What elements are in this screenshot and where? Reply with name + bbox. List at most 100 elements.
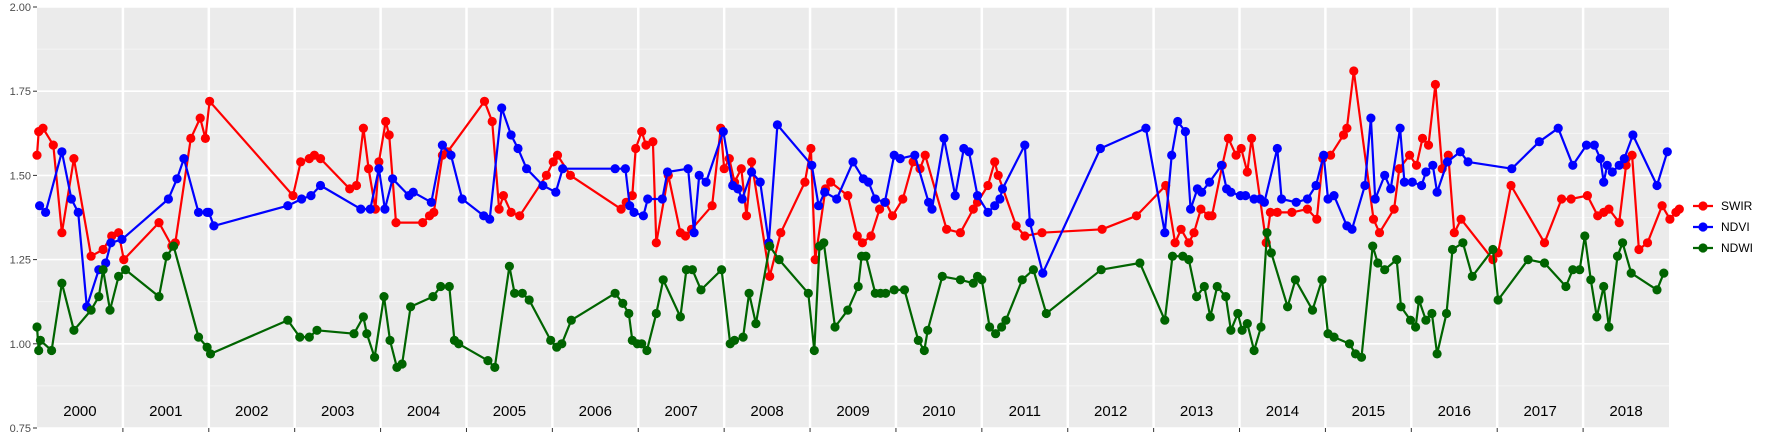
data-point — [1237, 325, 1247, 335]
data-point — [1421, 167, 1431, 177]
data-point — [1619, 154, 1629, 164]
data-point — [751, 319, 761, 329]
data-point — [487, 116, 497, 127]
year-label: 2007 — [665, 403, 698, 420]
data-point — [719, 164, 729, 174]
data-point — [627, 191, 637, 201]
data-point — [717, 265, 727, 275]
data-point — [436, 281, 446, 292]
data-point — [1628, 130, 1638, 140]
data-point — [479, 96, 490, 106]
data-point — [397, 359, 407, 369]
data-point — [1037, 228, 1047, 238]
data-point — [195, 113, 205, 123]
data-point — [1226, 325, 1236, 335]
data-point — [968, 278, 978, 288]
data-point — [1455, 147, 1465, 157]
data-point — [995, 194, 1005, 204]
data-point — [643, 194, 653, 204]
series-line — [35, 69, 1681, 278]
data-point — [1665, 214, 1675, 224]
data-point — [288, 191, 298, 201]
data-point — [997, 322, 1007, 332]
data-point — [662, 167, 673, 177]
data-point — [565, 170, 576, 180]
data-point — [887, 211, 898, 221]
data-point — [733, 184, 743, 194]
data-point — [1463, 157, 1473, 167]
data-point — [315, 180, 326, 191]
legend-key-point — [1698, 201, 1708, 211]
data-point — [418, 218, 428, 228]
y-tick-label: 1.00 — [10, 339, 31, 351]
data-point — [105, 305, 115, 315]
data-point — [972, 191, 983, 201]
data-point — [991, 329, 1001, 339]
data-point — [810, 255, 820, 265]
data-point — [866, 231, 876, 241]
data-point — [1539, 258, 1550, 268]
data-point — [997, 184, 1008, 194]
data-point — [747, 167, 757, 177]
data-point — [642, 345, 652, 356]
data-point — [485, 214, 495, 224]
data-point — [913, 335, 923, 345]
data-point — [950, 191, 960, 201]
data-point — [1488, 244, 1498, 255]
data-point — [490, 362, 500, 372]
data-point — [1347, 224, 1357, 234]
data-point — [765, 241, 775, 251]
data-point — [610, 288, 620, 298]
data-point — [1561, 281, 1571, 292]
legend-label: SWIR — [1721, 199, 1753, 213]
data-point — [1581, 140, 1592, 150]
data-point — [1141, 123, 1151, 133]
series-ndwi — [32, 228, 1669, 372]
data-point — [358, 123, 368, 133]
data-point — [1539, 238, 1550, 248]
data-point — [1366, 113, 1376, 123]
data-point — [1356, 352, 1367, 362]
data-point — [1290, 275, 1300, 285]
data-point — [1329, 191, 1339, 201]
data-point — [497, 103, 507, 113]
data-point — [1417, 133, 1428, 143]
data-point — [1184, 238, 1194, 248]
data-point — [193, 332, 204, 342]
data-point — [1614, 160, 1624, 170]
data-point — [1427, 308, 1437, 319]
data-point — [1441, 308, 1452, 319]
data-point — [86, 305, 96, 315]
data-point — [1634, 244, 1644, 255]
data-point — [857, 238, 868, 248]
data-point — [1242, 319, 1252, 329]
data-point — [1575, 265, 1585, 275]
data-point — [1612, 251, 1623, 261]
data-point — [1170, 238, 1180, 248]
data-point — [1428, 160, 1438, 170]
y-tick-label: 0.75 — [10, 423, 31, 435]
data-point — [861, 251, 871, 261]
data-point — [1553, 123, 1563, 133]
data-point — [689, 228, 699, 238]
legend-item-swir: SWIR — [1693, 199, 1753, 213]
data-point — [1432, 187, 1442, 197]
data-point — [776, 228, 786, 238]
data-point — [848, 157, 858, 167]
data-point — [117, 234, 127, 244]
data-point — [1342, 123, 1352, 133]
data-point — [1272, 143, 1282, 154]
data-point — [1017, 275, 1027, 285]
data-point — [701, 177, 711, 187]
data-point — [1231, 150, 1241, 160]
data-point — [381, 116, 391, 127]
data-point — [625, 201, 635, 211]
data-point — [983, 180, 993, 191]
data-point — [927, 204, 937, 214]
data-point — [69, 154, 79, 164]
data-point — [1506, 180, 1516, 191]
data-point — [1389, 204, 1399, 214]
data-point — [657, 194, 667, 204]
data-point — [1380, 265, 1390, 275]
